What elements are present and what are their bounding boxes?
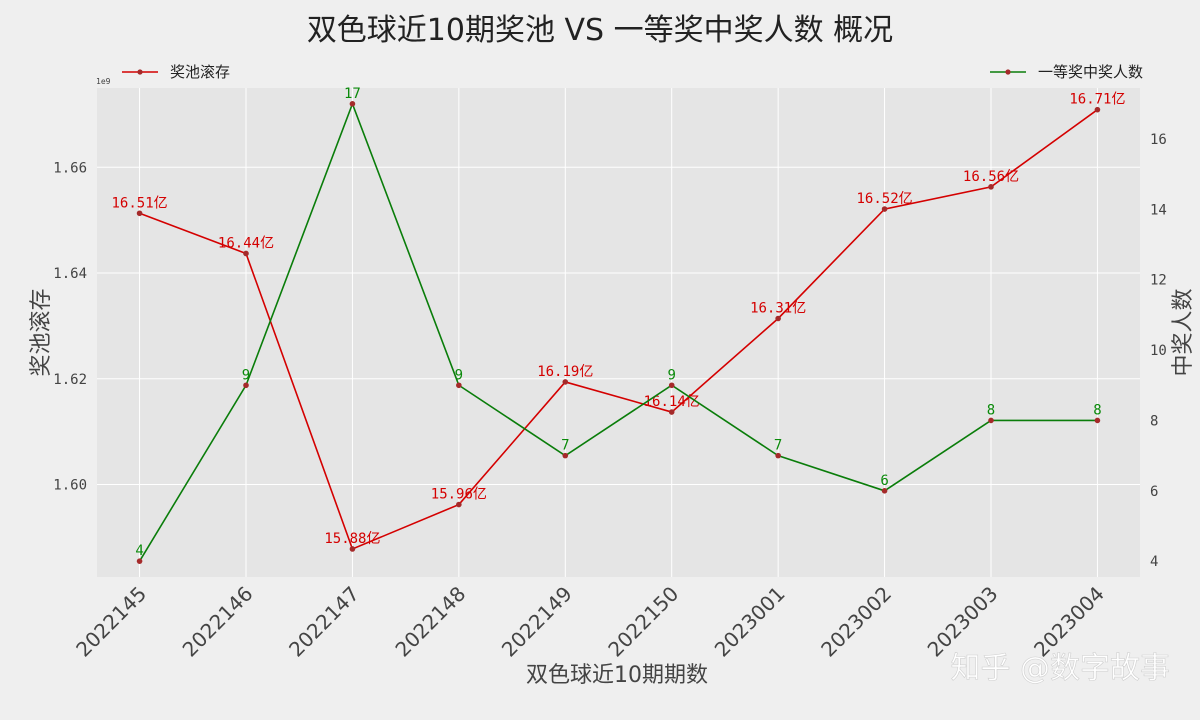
data-point (881, 206, 888, 212)
data-label: 8 (987, 402, 995, 418)
data-point (243, 250, 249, 257)
axis-offset-label: 1e9 (96, 77, 111, 86)
y-tick-label-right: 8 (1150, 413, 1158, 429)
y-tick-label-left: 1.66 (53, 160, 87, 176)
y-tick-label-left: 1.64 (53, 266, 87, 282)
data-label: 4 (135, 543, 143, 559)
data-label: 17 (344, 86, 361, 102)
series-layer: 16.51亿 16.44亿 15.88亿 15.96亿 16.19亿 16.14亿 16.3… (111, 86, 1126, 564)
data-point (668, 382, 675, 389)
y-axis-label-right: 中奖人数 (1171, 288, 1196, 376)
x-tick-label: 2022149 (497, 582, 577, 662)
y-tick-label-right: 14 (1150, 202, 1167, 218)
series-pool: 16.51亿 16.44亿 15.88亿 15.96亿 16.19亿 16.14亿 16.3… (111, 92, 1126, 552)
data-point (243, 382, 249, 389)
x-axis-label: 双色球近10期期数 (526, 663, 708, 688)
x-tick-label: 2022146 (178, 582, 258, 662)
data-point (349, 101, 356, 107)
y-tick-label-left: 1.60 (53, 477, 87, 493)
data-point (881, 488, 888, 494)
legend-marker-winners (1005, 69, 1011, 75)
data-label: 16.14亿 (644, 394, 700, 410)
data-point (136, 210, 143, 217)
plot-area (97, 88, 1140, 577)
data-label: 16.19亿 (537, 364, 593, 380)
data-label: 9 (455, 367, 463, 383)
data-point (1094, 106, 1101, 113)
x-axis: 2022145 2022146 2022147 2022148 2022149 20221… (71, 582, 1109, 662)
data-label: 7 (774, 438, 782, 454)
data-label: 15.96亿 (431, 487, 487, 503)
x-tick-label: 2022150 (603, 582, 683, 662)
data-label: 16.56亿 (963, 169, 1019, 185)
x-tick-label: 2022148 (390, 582, 470, 662)
y-tick-label-left: 1.62 (53, 372, 87, 388)
data-point (1094, 417, 1101, 424)
grid (97, 88, 1140, 577)
legend-marker-pool (137, 69, 143, 75)
y-tick-label-right: 12 (1150, 273, 1167, 289)
line-winners (138, 101, 1098, 562)
data-label: 16.44亿 (218, 235, 274, 251)
legend-right: 一等奖中奖人数 (990, 63, 1143, 81)
x-tick-label: 2023003 (923, 582, 1003, 662)
data-point (775, 315, 781, 322)
chart-title: 双色球近10期奖池 VS 一等奖中奖人数 概况 (307, 13, 893, 48)
y-tick-label-right: 6 (1150, 484, 1158, 500)
x-tick-label: 2022145 (71, 582, 151, 662)
data-label: 8 (1093, 402, 1101, 418)
legend-left: 奖池滚存 (122, 63, 230, 81)
x-tick-label: 2023004 (1029, 582, 1109, 662)
series-winners: 4 9 17 9 7 9 7 6 8 8 (135, 86, 1102, 564)
x-tick-label: 2023001 (710, 582, 790, 662)
y-tick-label-right: 10 (1150, 343, 1167, 359)
data-label: 9 (667, 367, 675, 383)
legend-label-pool: 奖池滚存 (170, 63, 230, 81)
data-point (988, 417, 994, 424)
left-axis: 1.60 1.62 1.64 1.66 (53, 160, 87, 493)
data-point (562, 452, 569, 459)
data-point (988, 184, 994, 190)
data-point (456, 501, 462, 508)
data-label: 7 (561, 438, 569, 454)
data-label: 16.31亿 (750, 300, 806, 316)
data-label: 16.71亿 (1069, 92, 1125, 108)
data-point (456, 382, 462, 389)
data-label: 6 (880, 473, 888, 489)
data-point (775, 452, 781, 459)
data-point (668, 409, 675, 415)
y-tick-label-right: 4 (1150, 554, 1158, 570)
right-axis: 4 6 8 10 12 14 16 (1150, 132, 1167, 570)
line-pool (139, 109, 1098, 551)
y-tick-label-right: 16 (1150, 132, 1167, 148)
data-label: 16.52亿 (856, 191, 912, 207)
data-label: 15.88亿 (324, 531, 380, 547)
watermark: 知乎 @数字故事 (950, 651, 1170, 686)
x-tick-label: 2022147 (284, 582, 364, 662)
legend-label-winners: 一等奖中奖人数 (1038, 63, 1143, 81)
data-point (136, 558, 143, 564)
x-tick-label: 2023002 (816, 582, 896, 662)
data-point (562, 379, 569, 385)
data-point (349, 546, 356, 552)
data-label: 16.51亿 (111, 195, 167, 211)
data-label: 9 (242, 367, 250, 383)
y-axis-label-left: 奖池滚存 (29, 288, 54, 376)
